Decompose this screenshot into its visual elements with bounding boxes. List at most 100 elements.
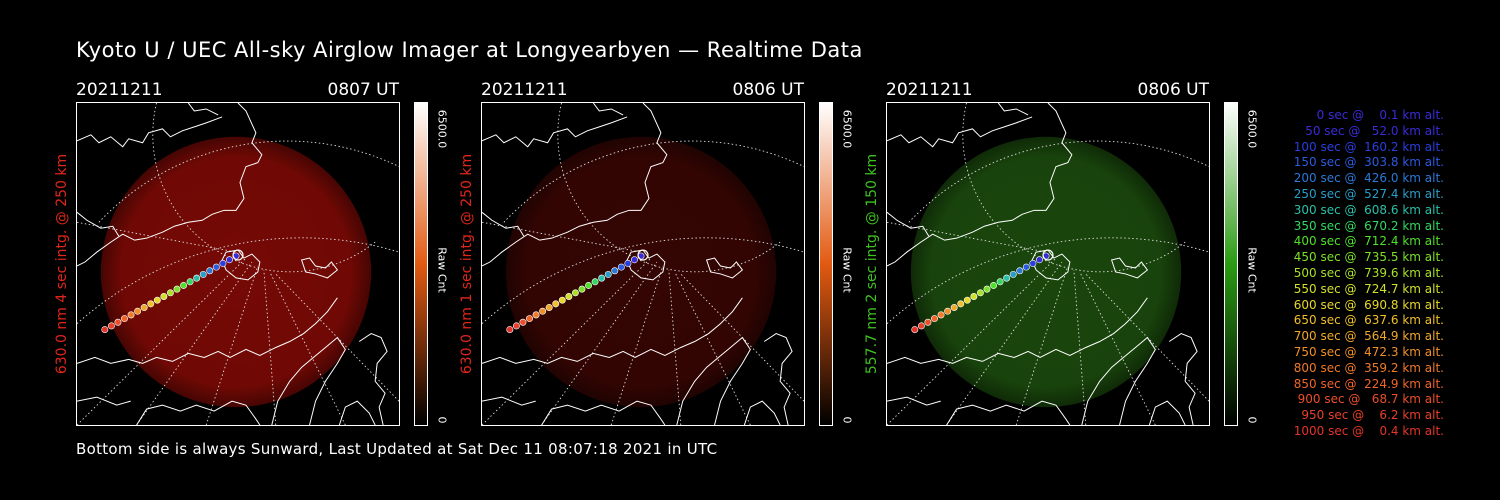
coastline bbox=[887, 116, 1033, 148]
trajectory-point bbox=[219, 259, 227, 267]
legend-entry: 550 sec @ 724.7 km alt. bbox=[1289, 281, 1444, 296]
trajectory-point bbox=[539, 307, 547, 315]
coastline bbox=[300, 257, 339, 279]
colorbar-max-label: 6500.0 bbox=[1245, 109, 1259, 149]
coastline bbox=[136, 400, 261, 425]
legend-entry: 600 sec @ 690.8 km alt. bbox=[1289, 297, 1444, 312]
coastline bbox=[541, 400, 666, 425]
coastline bbox=[482, 211, 525, 237]
trajectory-point bbox=[199, 270, 207, 278]
grid-line bbox=[482, 237, 804, 324]
imager-panel-1: 20211211 0807 UT 630.0 nm 4 sec intg. @ … bbox=[54, 80, 476, 430]
trajectory-point bbox=[571, 289, 579, 297]
colorbar-max-label: 6500.0 bbox=[840, 109, 854, 149]
airglow-field bbox=[910, 136, 1182, 408]
trajectory-point bbox=[611, 267, 619, 275]
coastline bbox=[221, 249, 261, 281]
coastline bbox=[887, 396, 941, 406]
legend-entry: 250 sec @ 527.4 km alt. bbox=[1289, 186, 1444, 201]
trajectory-point bbox=[604, 270, 612, 278]
legend-entry: 50 sec @ 52.0 km alt. bbox=[1297, 123, 1444, 138]
legend-entry: 400 sec @ 712.4 km alt. bbox=[1289, 234, 1444, 249]
trajectory-point bbox=[911, 326, 919, 334]
coastline bbox=[887, 103, 1073, 267]
airglow-field bbox=[100, 136, 372, 408]
legend-entry: 750 sec @ 472.3 km alt. bbox=[1289, 344, 1444, 359]
coastline bbox=[77, 297, 338, 364]
colorbar bbox=[414, 102, 428, 426]
station-marker bbox=[232, 249, 244, 261]
airglow-field bbox=[505, 136, 777, 408]
trajectory-point bbox=[140, 304, 148, 312]
coastline bbox=[358, 333, 388, 425]
trajectory-point bbox=[134, 307, 142, 315]
grid-line bbox=[136, 261, 253, 425]
trajectory-point bbox=[225, 256, 233, 264]
trajectory-point bbox=[107, 322, 115, 330]
trajectory-point bbox=[506, 326, 514, 334]
legend-entry: 700 sec @ 564.9 km alt. bbox=[1289, 329, 1444, 344]
trajectory-point bbox=[950, 304, 958, 312]
trajectory-point bbox=[552, 300, 560, 308]
coastline bbox=[887, 211, 930, 237]
trajectory-point bbox=[212, 263, 220, 271]
coastline bbox=[743, 400, 781, 425]
legend-entry: 800 sec @ 359.2 km alt. bbox=[1289, 360, 1444, 375]
panel-time: 0806 UT bbox=[1137, 80, 1210, 100]
station-marker bbox=[637, 249, 649, 261]
legend-entry: 450 sec @ 735.5 km alt. bbox=[1289, 250, 1444, 265]
coastline bbox=[1081, 336, 1156, 425]
grid-line bbox=[946, 261, 1063, 425]
coastline bbox=[338, 400, 376, 425]
trajectory-point bbox=[206, 267, 214, 275]
coastline bbox=[482, 297, 743, 364]
grid-line bbox=[541, 261, 658, 425]
grid-line bbox=[205, 265, 259, 425]
coastline bbox=[77, 103, 263, 267]
allsky-image bbox=[481, 102, 805, 426]
coastline bbox=[1031, 249, 1071, 281]
trajectory-point bbox=[957, 300, 965, 308]
panel-date: 20211211 bbox=[481, 80, 568, 100]
grid-line bbox=[674, 271, 751, 425]
panel-date: 20211211 bbox=[886, 80, 973, 100]
trajectory-point bbox=[1016, 267, 1024, 275]
coastline bbox=[482, 103, 668, 267]
coastline bbox=[271, 336, 346, 425]
coastline bbox=[482, 116, 628, 148]
colorbar-max-label: 6500.0 bbox=[435, 109, 449, 149]
coastline bbox=[1110, 257, 1149, 279]
trajectory-point bbox=[924, 318, 932, 326]
trajectory-point bbox=[166, 289, 174, 297]
trajectory-point bbox=[624, 259, 632, 267]
trajectory-point bbox=[1035, 256, 1043, 264]
colorbar-min-label: 0 bbox=[840, 416, 854, 424]
colorbar-min-label: 0 bbox=[1245, 416, 1259, 424]
colorbar-unit-label: Raw Cnt bbox=[1245, 247, 1259, 293]
panel-time: 0806 UT bbox=[732, 80, 805, 100]
trajectory-point bbox=[101, 326, 109, 334]
trajectory-point bbox=[970, 293, 978, 300]
grid-line bbox=[610, 265, 664, 425]
trajectory-point bbox=[1022, 263, 1030, 271]
grid-line bbox=[1015, 265, 1069, 425]
trajectory-point bbox=[937, 311, 945, 319]
allsky-image bbox=[76, 102, 400, 426]
legend-entry: 0 sec @ 0.1 km alt. bbox=[1305, 108, 1444, 122]
grid-line bbox=[482, 221, 642, 253]
colorbar-min-label: 0 bbox=[435, 416, 449, 424]
coastline bbox=[946, 400, 1071, 425]
legend-entry: 900 sec @ 68.7 km alt. bbox=[1293, 392, 1444, 407]
trajectory-point bbox=[186, 278, 194, 286]
coastline bbox=[626, 249, 666, 281]
coastline bbox=[1148, 400, 1186, 425]
footer-note: Bottom side is always Sunward, Last Upda… bbox=[76, 440, 718, 458]
coastline bbox=[482, 396, 536, 406]
trajectory-point bbox=[127, 311, 135, 319]
legend-entry: 650 sec @ 637.6 km alt. bbox=[1289, 313, 1444, 328]
coastline bbox=[997, 103, 1029, 116]
trajectory-point bbox=[173, 285, 181, 293]
grid-line bbox=[77, 237, 399, 324]
trajectory-point bbox=[532, 311, 540, 319]
coastline bbox=[592, 103, 624, 116]
